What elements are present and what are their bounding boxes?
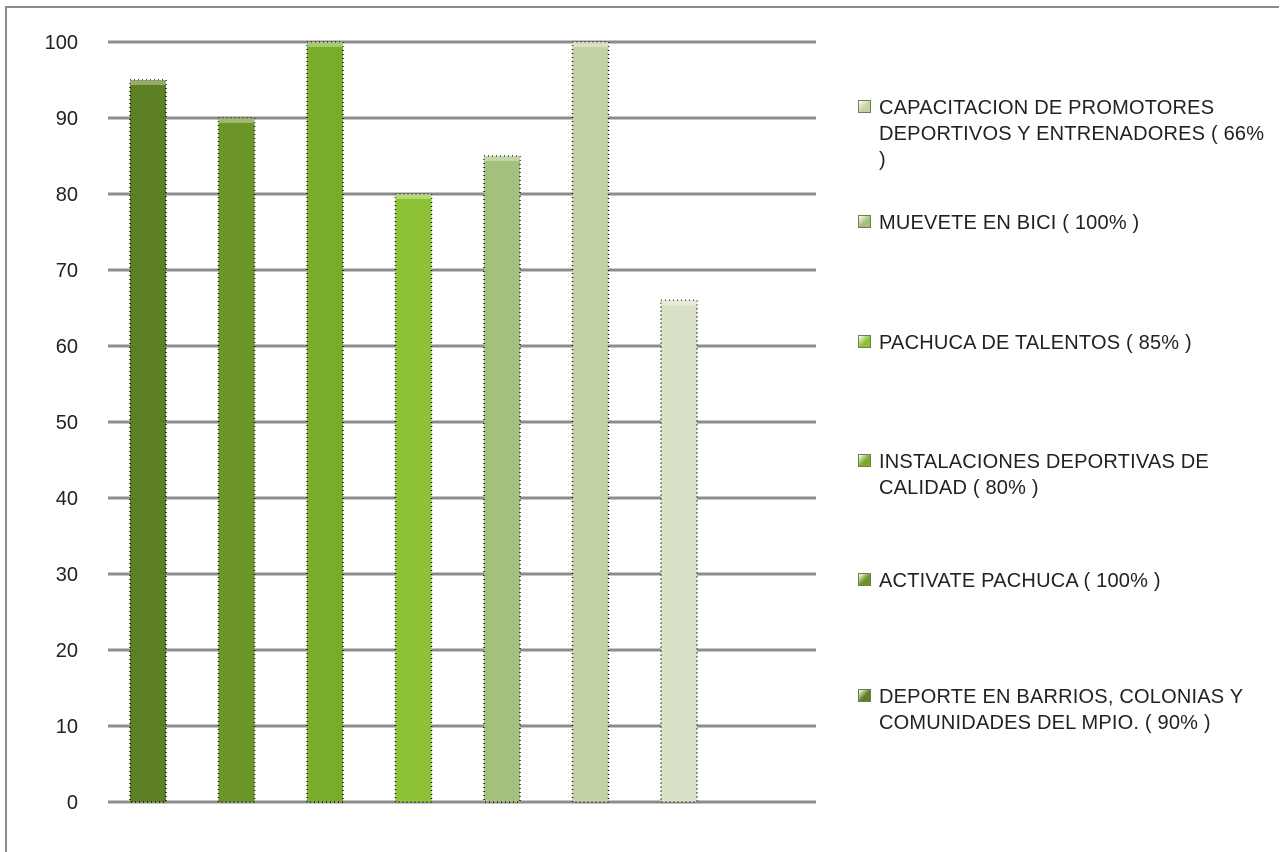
chart-frame	[5, 6, 1279, 852]
legend-swatch	[858, 100, 871, 113]
bars	[129, 41, 698, 803]
legend-label: MUEVETE EN BICI ( 100% )	[879, 212, 1140, 234]
bar	[217, 117, 256, 803]
legend-swatch	[858, 454, 871, 467]
y-tick-label: 60	[56, 336, 78, 358]
y-tick-label: 90	[56, 108, 78, 130]
bar-highlight	[572, 42, 609, 47]
bar-highlight	[218, 118, 255, 123]
bar-chart: 0 10 20 30 40 50 60 70 80 90 100	[45, 32, 816, 814]
bar-highlight	[395, 194, 432, 199]
legend-item: DEPORTE EN BARRIOS, COLONIAS Y COMUNIDAD…	[858, 684, 1274, 736]
bar	[483, 155, 521, 803]
legend-item: MUEVETE EN BICI ( 100% )	[858, 210, 1274, 236]
legend-label: PACHUCA DE TALENTOS ( 85% )	[879, 332, 1192, 354]
y-tick-label: 0	[67, 792, 78, 814]
legend-item: ACTIVATE PACHUCA ( 100% )	[858, 568, 1274, 594]
bar	[306, 41, 344, 803]
legend-label: DEPORTE EN BARRIOS, COLONIAS Y COMUNIDAD…	[879, 686, 1243, 734]
legend-swatch	[858, 573, 871, 586]
bar-highlight	[307, 42, 343, 47]
legend-label: ACTIVATE PACHUCA ( 100% )	[879, 570, 1161, 592]
y-axis-ticks: 0 10 20 30 40 50 60 70 80 90 100	[45, 32, 78, 814]
bar	[571, 41, 610, 803]
bar-highlight	[130, 80, 166, 85]
bar	[394, 193, 433, 803]
y-tick-label: 10	[56, 716, 78, 738]
legend-item: INSTALACIONES DEPORTIVAS DE CALIDAD ( 80…	[858, 449, 1259, 501]
gridlines	[108, 40, 816, 804]
legend-swatch	[858, 215, 871, 228]
y-tick-label: 70	[56, 260, 78, 282]
legend-label: CAPACITACION DE PROMOTORES DEPORTIVOS Y …	[879, 97, 1265, 171]
y-tick-label: 80	[56, 184, 78, 206]
bar	[660, 299, 698, 803]
legend-swatch	[858, 335, 871, 348]
legend-swatch	[858, 689, 871, 702]
y-tick-label: 100	[45, 32, 78, 54]
y-tick-label: 50	[56, 412, 78, 434]
legend-label: INSTALACIONES DEPORTIVAS DE CALIDAD ( 80…	[879, 451, 1209, 499]
y-tick-label: 20	[56, 640, 78, 662]
y-tick-label: 30	[56, 564, 78, 586]
legend-item: PACHUCA DE TALENTOS ( 85% )	[858, 330, 1274, 356]
bar-highlight	[484, 156, 520, 161]
y-tick-label: 40	[56, 488, 78, 510]
legend-item: CAPACITACION DE PROMOTORES DEPORTIVOS Y …	[858, 95, 1274, 173]
bar-highlight	[661, 300, 697, 306]
bar	[129, 79, 167, 803]
